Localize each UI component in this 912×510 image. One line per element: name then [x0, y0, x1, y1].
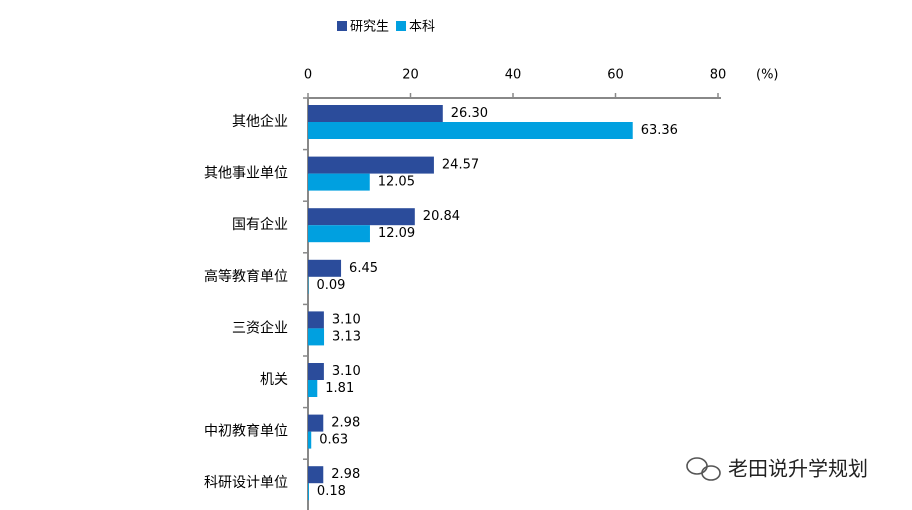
x-tick-label: 20 [402, 68, 419, 83]
value-label: 6.45 [349, 261, 378, 276]
bar [308, 225, 370, 243]
value-label: 0.18 [317, 484, 346, 499]
bar [308, 173, 370, 191]
value-label: 0.63 [319, 433, 348, 448]
bar [308, 431, 312, 449]
watermark-icon [686, 457, 721, 481]
y-tick-label: 国有企业 [232, 216, 288, 233]
bar [308, 483, 309, 501]
y-tick-label: 高等教育单位 [204, 268, 288, 285]
bar [308, 259, 342, 277]
value-label: 3.13 [332, 329, 361, 344]
bar [308, 311, 324, 329]
y-tick-label: 中初教育单位 [204, 423, 288, 440]
y-tick-label: 科研设计单位 [204, 475, 288, 491]
bar [308, 363, 324, 380]
y-tick-label: 其他事业单位 [204, 166, 288, 182]
bar [308, 122, 633, 139]
bar [308, 380, 318, 397]
value-label: 12.05 [378, 175, 415, 190]
value-label: 2.98 [331, 416, 360, 431]
bar [308, 105, 443, 122]
bar [308, 414, 324, 432]
bar [308, 156, 434, 174]
x-tick-label: 40 [505, 68, 522, 83]
x-tick-label: 60 [607, 68, 624, 83]
legend-label: 本科 [409, 20, 435, 35]
value-label: 3.10 [332, 312, 361, 327]
axis-unit: (%) [756, 68, 779, 83]
value-label: 1.81 [325, 381, 354, 396]
value-label: 26.30 [451, 106, 488, 121]
x-tick-label: 80 [710, 68, 727, 83]
bar [308, 466, 324, 484]
value-label: 24.57 [442, 158, 479, 173]
bar [308, 208, 415, 226]
value-label: 0.09 [316, 278, 345, 293]
bar [308, 328, 325, 346]
x-tick-label: 0 [304, 68, 312, 83]
value-label: 2.98 [331, 467, 360, 482]
y-tick-label: 三资企业 [232, 319, 288, 336]
legend-swatch [337, 21, 347, 31]
legend-label: 研究生 [350, 20, 389, 35]
value-label: 12.09 [378, 226, 415, 241]
value-label: 63.36 [641, 123, 678, 138]
legend-swatch [396, 21, 407, 31]
value-label: 20.84 [423, 209, 460, 224]
watermark: 老田说升学规划 [728, 457, 868, 481]
y-tick-label: 机关 [260, 372, 288, 388]
y-tick-label: 其他企业 [232, 113, 288, 130]
value-label: 3.10 [332, 364, 361, 379]
